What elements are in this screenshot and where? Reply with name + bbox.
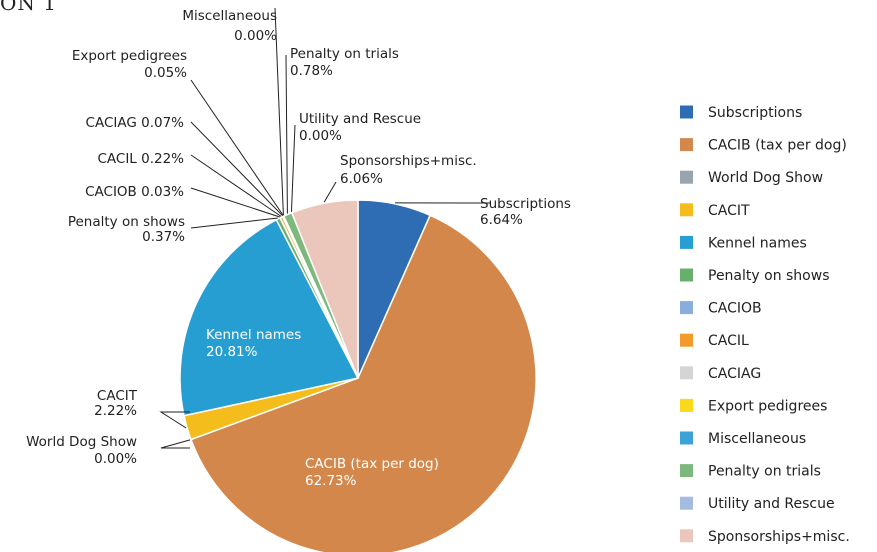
legend-label-penalty-on-trials: Penalty on trials [708,464,821,480]
legend-swatch-cacit [680,203,693,217]
slice-label-cacil: CACIL 0.22% [97,151,184,167]
legend-label-cacib-tax-per-dog: CACIB (tax per dog) [708,138,847,154]
slice-value-sponsorships-misc: 6.06% [340,171,383,187]
legend-swatch-penalty-on-trials [680,464,693,478]
slice-label-world-dog-show: World Dog Show [26,434,137,450]
pie-slices [179,199,537,552]
slice-value-utility-and-rescue: 0.00% [299,128,342,144]
slice-label-cacib-tax-per-dog: CACIB (tax per dog) [305,456,439,472]
legend-label-caciob: CACIOB [708,301,762,317]
slice-kennel-names [179,218,360,417]
slice-value-penalty-on-trials: 0.78% [290,63,333,79]
legend-swatch-world-dog-show [680,170,693,184]
leader-line-miscellaneous [274,7,284,216]
legend-swatch-cacil [680,333,693,347]
slice-label-cacit: CACIT [97,388,138,404]
slice-value-cacib-tax-per-dog: 62.73% [305,473,357,489]
legend-label-export-pedigrees: Export pedigrees [708,398,827,414]
slice-value-cacit: 2.22% [94,403,137,419]
slice-label-kennel-names: Kennel names [206,327,301,343]
slice-value-export-pedigrees: 0.05% [144,65,187,81]
slice-label-caciag: CACIAG 0.07% [86,115,185,131]
legend-swatch-subscriptions [680,105,693,119]
slice-label-export-pedigrees: Export pedigrees [72,48,187,64]
legend-swatch-cacib-tax-per-dog [680,138,693,152]
slice-value-kennel-names: 20.81% [206,344,258,360]
legend-swatch-miscellaneous [680,431,693,445]
slice-label-caciob: CACIOB 0.03% [85,184,184,200]
leader-line-cacit [159,411,190,429]
leader-line-export-pedigrees [190,79,284,216]
legend-label-world-dog-show: World Dog Show [708,170,823,186]
slice-cacib-tax-per-dog [190,214,537,552]
leader-lines [159,7,490,449]
legend-label-sponsorships-misc: Sponsorships+misc. [708,529,850,545]
legend-label-caciag: CACIAG [708,366,761,382]
leader-line-penalty-on-trials [285,54,288,214]
legend-swatch-caciag [680,366,693,380]
legend: Subscriptions CACIB (tax per dog) World Do… [680,105,850,545]
leader-line-caciob [190,187,280,218]
slice-label-penalty-on-shows: Penalty on shows [68,214,185,230]
legend-swatch-kennel-names [680,235,693,249]
leader-line-penalty-on-shows [190,217,278,229]
legend-swatch-utility-and-rescue [680,496,693,510]
slice-value-subscriptions: 6.64% [480,212,523,228]
slice-label-utility-and-rescue: Utility and Rescue [299,111,421,127]
slice-label-penalty-on-trials: Penalty on trials [290,46,399,62]
slice-sponsorships-misc [290,199,359,379]
legend-label-cacil: CACIL [708,333,749,349]
leader-line-caciag [190,121,283,217]
page-title: ON 1 [0,0,57,15]
legend-swatch-sponsorships-misc [680,529,693,543]
slice-value-miscellaneous: 0.00% [234,28,277,44]
legend-label-cacit: CACIT [708,203,750,219]
slice-label-miscellaneous: Miscellaneous [182,8,277,24]
leader-line-world-dog-show [160,439,191,449]
legend-swatch-caciob [680,301,693,315]
legend-label-miscellaneous: Miscellaneous [708,431,806,447]
legend-label-kennel-names: Kennel names [708,235,807,251]
legend-swatch-penalty-on-shows [680,268,693,282]
leader-line-cacil [190,154,282,217]
legend-label-penalty-on-shows: Penalty on shows [708,268,830,284]
slice-value-penalty-on-shows: 0.37% [142,229,185,245]
slice-value-world-dog-show: 0.00% [94,451,137,467]
slice-label-subscriptions: Subscriptions [480,196,571,212]
leader-line-utility-and-rescue [290,124,296,212]
slice-label-sponsorships-misc: Sponsorships+misc. [340,153,477,169]
legend-label-utility-and-rescue: Utility and Rescue [708,496,835,512]
legend-label-subscriptions: Subscriptions [708,105,802,121]
leader-line-sponsorships-misc [323,181,337,203]
legend-swatch-export-pedigrees [680,398,693,412]
